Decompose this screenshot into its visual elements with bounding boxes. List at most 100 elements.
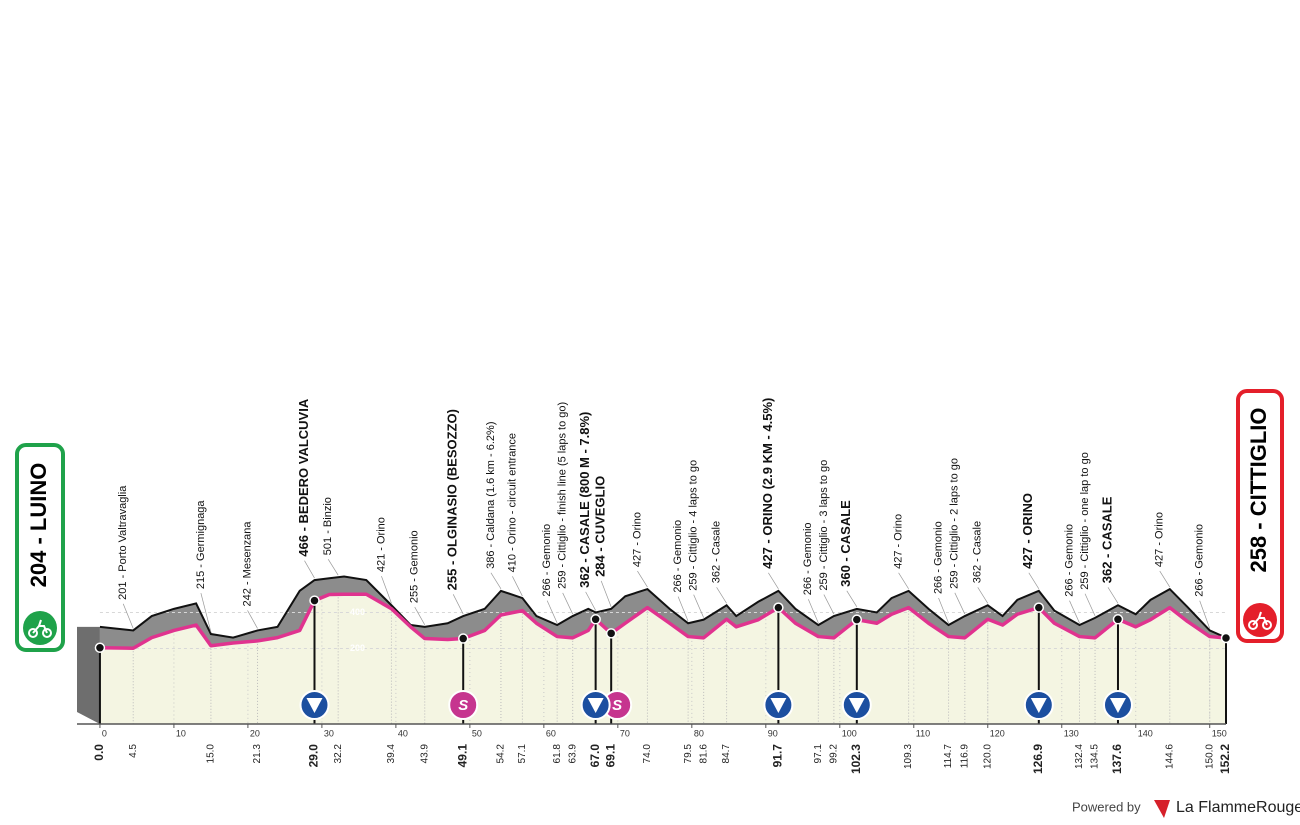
waypoint-tick — [1069, 600, 1080, 624]
waypoint-label: 427 - Orino — [893, 514, 905, 569]
waypoint-tick — [247, 610, 258, 629]
climb-triangle — [1109, 698, 1126, 713]
x-tick-label: 10 — [176, 728, 186, 738]
waypoint-tick — [546, 600, 558, 624]
x-tick-label: 0 — [102, 728, 107, 738]
distance-label: 67.0 — [588, 744, 602, 768]
waypoint-label: 215 - Germignaga — [195, 500, 207, 590]
distance-label: 39.4 — [386, 744, 397, 764]
waypoint-tick — [768, 572, 779, 590]
waypoint-label: 266 - Gemonio — [541, 524, 553, 597]
waypoint-label: 427 - ORINO — [1020, 493, 1035, 569]
waypoint-label: 466 - BEDERO VALCUVIA — [296, 398, 311, 557]
waypoint-tick — [490, 572, 502, 590]
x-tick-label: 70 — [620, 728, 630, 738]
waypoint-tick — [327, 559, 339, 576]
distance-label: 144.6 — [1164, 744, 1175, 769]
distance-label: 43.9 — [419, 744, 430, 764]
waypoint-label: 362 - CASALE (800 M - 7.8%) — [577, 412, 592, 588]
finish-icon — [1243, 603, 1277, 637]
x-tick-label: 130 — [1064, 728, 1079, 738]
waypoint-label: 501 - Binzio — [322, 497, 334, 555]
waypoint-label: 266 - Gemonio — [1194, 524, 1206, 597]
climb-triangle — [770, 698, 787, 713]
distance-label: 4.5 — [128, 744, 139, 758]
brand: La FlammeRouge — [1176, 799, 1300, 816]
distance-label: 137.6 — [1110, 744, 1124, 774]
waypoint-dot — [1033, 602, 1045, 613]
distance-label: 91.7 — [771, 744, 785, 768]
distance-label: 32.2 — [333, 744, 344, 764]
waypoint-tick — [585, 591, 596, 611]
sprint-symbol: S — [612, 697, 622, 714]
waypoint-label: 284 - CUVEGLIO — [593, 476, 608, 577]
distance-label: 57.1 — [517, 744, 528, 764]
waypoint-label: 266 - Gemonio — [802, 522, 814, 595]
waypoint-tick — [512, 576, 523, 597]
waypoint-label: 266 - Gemonio — [672, 520, 684, 593]
waypoint-tick — [693, 594, 704, 618]
waypoint-label: 259 - Cittiglio - 2 laps to go — [949, 458, 961, 589]
distance-label: 79.5 — [683, 744, 694, 764]
x-tick-label: 60 — [546, 728, 556, 738]
distance-label: 134.5 — [1090, 744, 1101, 769]
waypoint-dot — [851, 614, 863, 625]
waypoint-tick — [600, 580, 612, 607]
waypoint-tick — [1028, 572, 1040, 590]
start-icon — [23, 611, 57, 645]
waypoint-label: 362 - CASALE — [1099, 496, 1114, 583]
waypoint-label: 259 - Cittiglio - finish line (5 laps to… — [557, 402, 569, 589]
finish-box — [1236, 389, 1284, 643]
waypoint-tick — [1199, 600, 1211, 629]
distance-label: 150.0 — [1204, 744, 1215, 769]
waypoint-tick — [938, 597, 949, 624]
waypoint-tick — [823, 594, 835, 615]
distance-label: 74.0 — [642, 744, 653, 764]
x-tick-label: 90 — [768, 728, 778, 738]
waypoint-tick — [381, 576, 392, 604]
distance-label: 99.2 — [829, 744, 840, 764]
distance-label: 15.0 — [206, 744, 217, 764]
waypoint-label: 255 - OLGINASIO (BESOZZO) — [445, 409, 460, 590]
brand-logo — [1154, 800, 1170, 818]
climb-triangle — [587, 698, 604, 713]
x-tick-label: 100 — [842, 728, 857, 738]
climb-triangle — [306, 698, 323, 713]
waypoint-tick — [122, 603, 134, 629]
waypoint-tick — [637, 570, 648, 588]
waypoint-tick — [677, 596, 689, 622]
finish-label: 258 - CITTIGLIO — [1246, 407, 1271, 572]
x-tick-label: 20 — [250, 728, 260, 738]
sprint-symbol: S — [458, 697, 468, 714]
x-tick-label: 40 — [398, 728, 408, 738]
distance-label: 152.2 — [1218, 744, 1232, 774]
waypoint-tick — [846, 590, 858, 608]
start-label: 204 - LUINO — [26, 463, 51, 588]
distance-label: 132.4 — [1074, 744, 1085, 769]
waypoint-dot — [590, 614, 601, 625]
waypoint-tick — [1084, 593, 1096, 616]
terrain-fill — [99, 576, 1227, 649]
distance-label: 54.2 — [496, 744, 507, 764]
waypoint-label: 259 - Cittiglio - 3 laps to go — [818, 460, 830, 591]
y-tick-label: 400 — [350, 607, 365, 617]
y-tick-label: 200 — [350, 643, 365, 653]
waypoint-label: 242 - Mesenzana — [241, 521, 253, 607]
start-box — [15, 443, 65, 652]
climb-triangle — [1030, 698, 1047, 713]
distance-label: 61.8 — [552, 744, 563, 764]
distance-label: 63.9 — [567, 744, 578, 764]
waypoint-label: 259 - Cittiglio - one lap to go — [1079, 452, 1091, 590]
x-tick-label: 110 — [916, 728, 930, 738]
x-tick-label: 80 — [694, 728, 704, 738]
waypoint-tick — [1107, 587, 1119, 604]
distance-label: 29.0 — [307, 744, 321, 768]
waypoint-dot — [94, 642, 106, 653]
waypoint-tick — [954, 592, 966, 615]
waypoint-dot — [773, 602, 784, 613]
waypoint-label: 266 - Gemonio — [932, 521, 944, 594]
cyclist-icon — [28, 619, 52, 638]
waypoint-label: 266 - Gemonio — [1063, 524, 1075, 597]
waypoint-dot — [457, 633, 469, 644]
